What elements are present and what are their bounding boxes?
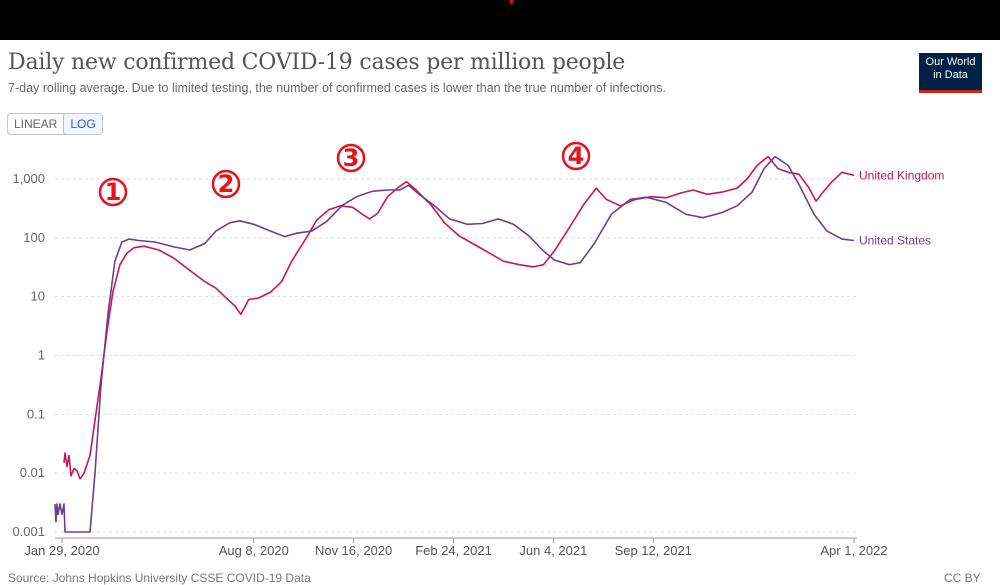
top-red-dot [510,0,513,4]
y-tick-label: 10 [31,289,45,304]
x-tick-label: Jan 29, 2020 [24,543,99,558]
scale-toggle: LINEAR LOG [7,113,103,135]
annotation-circle [561,141,591,171]
x-tick-label: Sep 12, 2021 [615,543,692,558]
top-black-bar [0,0,1000,40]
y-tick-label: 1,000 [12,171,45,186]
chart-subtitle: 7-day rolling average. Due to limited te… [8,81,666,95]
license-link[interactable]: CC BY [944,571,981,585]
y-tick-label: 0.001 [12,524,45,539]
logo-line-2: in Data [933,69,968,81]
x-tick-label: Feb 24, 2021 [415,543,492,558]
annotation-circle [98,177,128,207]
linear-scale-button[interactable]: LINEAR [14,117,58,131]
annotation-circle [336,143,366,173]
annotation-number: 3 [343,144,360,172]
series-end-label: United Kingdom [859,168,944,182]
line-chart: 0.001 0.01 0.1 1 10 100 1,000 Jan 29, 2020 Aug … [12,141,944,558]
y-tick-label: 0.1 [27,406,45,421]
annotation-number: 1 [105,178,122,206]
series-end-label: United States [859,234,931,248]
logo-line-1: Our World [925,56,976,68]
source-note: Source: Johns Hopkins University CSSE CO… [8,571,311,585]
x-tick-label: Aug 8, 2020 [219,543,289,558]
log-scale-button[interactable]: LOG [63,114,102,134]
x-tick-label: Apr 1, 2022 [820,543,887,558]
owid-logo[interactable]: Our World in Data [919,53,982,93]
x-tick-label: Jun 4, 2021 [519,543,587,558]
y-tick-label: 1 [38,348,45,363]
y-tick-label: 100 [23,230,45,245]
y-tick-label: 0.01 [20,465,45,480]
series-line-united-kingdom [63,155,855,480]
annotation-number: 2 [218,170,235,198]
annotation-number: 4 [568,142,585,170]
annotation-circle [211,169,241,199]
x-tick-label: Nov 16, 2020 [315,543,392,558]
chart-title: Daily new confirmed COVID-19 cases per m… [8,50,626,75]
series-line-united-states [54,155,855,533]
